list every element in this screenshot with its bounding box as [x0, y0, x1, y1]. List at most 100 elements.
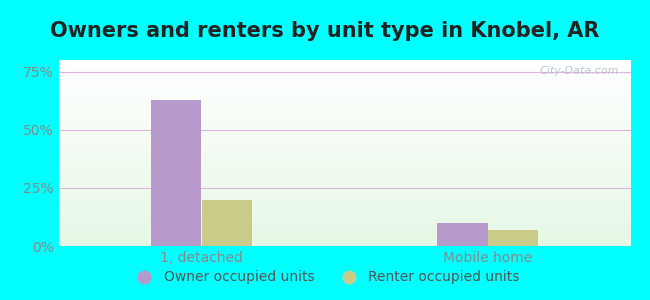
Bar: [58, 95, 630, 96]
Bar: [58, 178, 630, 179]
Bar: [58, 183, 630, 184]
Bar: [58, 202, 630, 203]
Bar: [58, 212, 630, 214]
Bar: [58, 208, 630, 209]
Bar: [58, 118, 630, 119]
Bar: [58, 96, 630, 97]
Bar: [58, 191, 630, 192]
Bar: [58, 74, 630, 75]
Bar: [58, 242, 630, 243]
Bar: [58, 239, 630, 240]
Bar: [58, 117, 630, 118]
Bar: [58, 137, 630, 138]
Bar: [437, 223, 488, 246]
Bar: [58, 222, 630, 223]
Bar: [58, 209, 630, 210]
Bar: [58, 151, 630, 152]
Bar: [58, 115, 630, 116]
Bar: [58, 233, 630, 234]
Bar: [58, 79, 630, 80]
Bar: [58, 226, 630, 227]
Bar: [58, 163, 630, 164]
Bar: [58, 75, 630, 76]
Bar: [58, 140, 630, 141]
Bar: [58, 157, 630, 158]
Bar: [58, 197, 630, 198]
Bar: [58, 113, 630, 114]
Bar: [58, 168, 630, 169]
Bar: [58, 182, 630, 183]
Bar: [58, 194, 630, 195]
Bar: [58, 118, 630, 119]
Bar: [58, 165, 630, 166]
Bar: [58, 231, 630, 232]
Bar: [58, 189, 630, 190]
Bar: [58, 92, 630, 94]
Bar: [58, 153, 630, 154]
Bar: [58, 76, 630, 77]
Bar: [58, 214, 630, 215]
Bar: [58, 195, 630, 196]
Bar: [58, 238, 630, 239]
Bar: [58, 64, 630, 66]
Bar: [58, 196, 630, 197]
Bar: [58, 136, 630, 137]
Bar: [58, 116, 630, 117]
Bar: [58, 145, 630, 146]
Bar: [58, 177, 630, 178]
Bar: [58, 147, 630, 148]
Bar: [58, 99, 630, 100]
Bar: [58, 122, 630, 123]
Bar: [58, 86, 630, 87]
Bar: [58, 111, 630, 112]
Bar: [58, 229, 630, 230]
Bar: [58, 87, 630, 88]
Bar: [58, 142, 630, 143]
Bar: [58, 146, 630, 147]
Bar: [58, 167, 630, 168]
Bar: [58, 69, 630, 70]
Bar: [58, 184, 630, 185]
Bar: [58, 237, 630, 238]
Bar: [151, 100, 202, 246]
Bar: [58, 204, 630, 205]
Bar: [58, 130, 630, 131]
Bar: [58, 170, 630, 171]
Bar: [58, 230, 630, 231]
Bar: [58, 141, 630, 142]
Bar: [58, 158, 630, 159]
Bar: [58, 105, 630, 106]
Bar: [58, 207, 630, 208]
Bar: [58, 62, 630, 63]
Bar: [58, 245, 630, 246]
Bar: [58, 72, 630, 73]
Bar: [58, 88, 630, 89]
Bar: [58, 241, 630, 242]
Bar: [58, 198, 630, 199]
Bar: [58, 110, 630, 111]
Bar: [58, 70, 630, 71]
Bar: [58, 123, 630, 124]
Bar: [58, 172, 630, 173]
Bar: [58, 119, 630, 120]
Bar: [58, 224, 630, 225]
Bar: [58, 219, 630, 220]
Bar: [58, 108, 630, 109]
Bar: [58, 126, 630, 127]
Bar: [58, 171, 630, 172]
Bar: [58, 83, 630, 84]
Bar: [58, 66, 630, 67]
Bar: [58, 173, 630, 174]
Bar: [58, 97, 630, 98]
Bar: [58, 77, 630, 78]
Bar: [58, 192, 630, 193]
Bar: [58, 181, 630, 182]
Bar: [58, 174, 630, 175]
Bar: [58, 187, 630, 188]
Text: Owners and renters by unit type in Knobel, AR: Owners and renters by unit type in Knobe…: [50, 21, 600, 41]
Bar: [58, 234, 630, 235]
Bar: [58, 71, 630, 72]
Bar: [58, 138, 630, 139]
Bar: [58, 210, 630, 211]
Bar: [58, 199, 630, 200]
